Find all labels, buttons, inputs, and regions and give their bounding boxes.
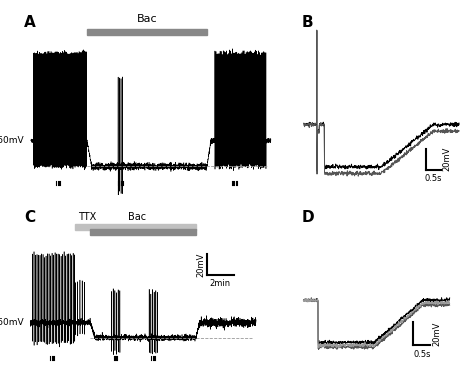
Text: A: A: [24, 15, 36, 30]
Text: Bac: Bac: [128, 212, 146, 222]
Text: -60mV: -60mV: [0, 318, 24, 327]
Text: Bac: Bac: [137, 14, 157, 24]
Text: 20mV: 20mV: [443, 147, 452, 172]
Text: 20mV: 20mV: [432, 321, 441, 346]
Text: B: B: [302, 15, 314, 30]
Text: 0.5s: 0.5s: [413, 350, 430, 359]
Bar: [87, 29, 207, 35]
Text: TTX: TTX: [78, 212, 97, 222]
Bar: [75, 225, 196, 230]
Bar: [91, 229, 196, 235]
Text: -60mV: -60mV: [0, 136, 25, 145]
Text: 20mV: 20mV: [197, 253, 206, 277]
Text: C: C: [24, 210, 35, 225]
Text: D: D: [302, 210, 315, 225]
Text: 2min: 2min: [210, 279, 231, 288]
Text: 0.5s: 0.5s: [425, 174, 442, 183]
